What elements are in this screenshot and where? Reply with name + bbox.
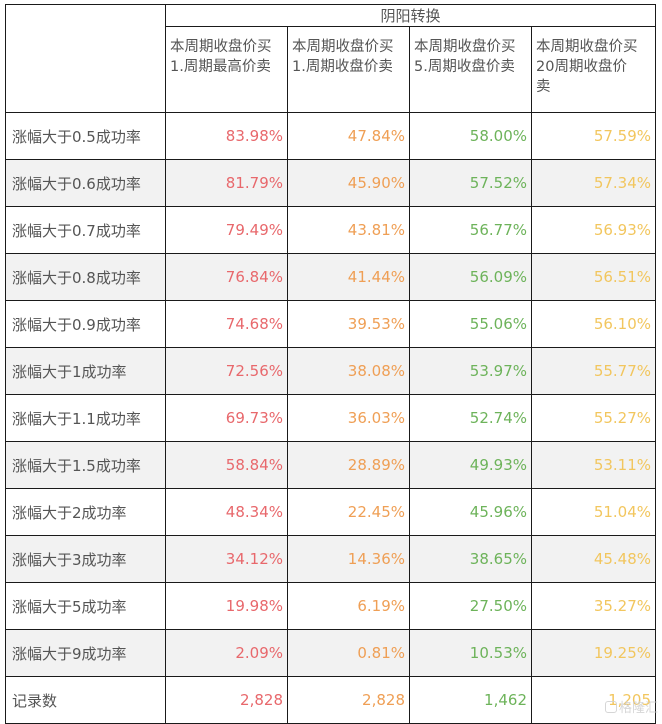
row-label: 涨幅大于3成功率 [5,535,166,583]
column-header: 本周期收盘价买 1.周期最高价卖 [165,26,288,113]
table-cell: 57.52% [409,159,532,207]
table-cell: 22.45% [287,488,410,536]
watermark: 格隆汇 [604,697,658,716]
table-cell: 2,828 [287,676,410,724]
table-cell: 35.27% [530,582,657,630]
table-cell: 76.84% [165,253,288,301]
logo-icon [604,700,617,713]
column-header: 本周期收盘价买 1.周期收盘价卖 [287,26,410,113]
table-cell: 81.79% [165,159,288,207]
row-label: 涨幅大于9成功率 [5,629,166,677]
table-cell: 19.98% [165,582,288,630]
column-header-line: 5.周期收盘价卖 [414,59,515,75]
table-row: 涨幅大于0.7成功率 79.49% 43.81% 56.77% 56.93% [5,206,657,254]
table-cell: 74.68% [165,300,288,348]
watermark-text: 格隆汇 [618,701,658,716]
row-label: 涨幅大于0.7成功率 [5,206,166,254]
table-cell: 58.00% [409,112,532,160]
table-cell: 45.96% [409,488,532,536]
table-cell: 45.48% [530,535,657,583]
table-cell: 43.81% [287,206,410,254]
table-cell: 79.49% [165,206,288,254]
column-header: 本周期收盘价买 20周期收盘价 卖 [530,26,657,113]
table-cell: 1,462 [409,676,532,724]
table-cell: 28.89% [287,441,410,489]
table-cell: 38.08% [287,347,410,395]
table-row: 涨幅大于0.6成功率 81.79% 45.90% 57.52% 57.34% [5,159,657,207]
table-cell: 36.03% [287,394,410,442]
table-cell: 1,205 [530,676,657,724]
table-cell: 53.11% [530,441,657,489]
table-cell: 52.74% [409,394,532,442]
table-row: 涨幅大于1.1成功率 69.73% 36.03% 52.74% 55.27% [5,394,657,442]
table-cell: 41.44% [287,253,410,301]
row-label: 涨幅大于2成功率 [5,488,166,536]
column-header-line: 卖 [536,79,551,95]
table-row: 涨幅大于2成功率 48.34% 22.45% 45.96% 51.04% [5,488,657,536]
table-row: 涨幅大于3成功率 34.12% 14.36% 38.65% 45.48% [5,535,657,583]
table-cell: 47.84% [287,112,410,160]
table-row: 涨幅大于0.8成功率 76.84% 41.44% 56.09% 56.51% [5,253,657,301]
table-cell: 55.77% [530,347,657,395]
column-header-line: 本周期收盘价买 [292,39,394,55]
table-cell: 14.36% [287,535,410,583]
group-title: 阴阳转换 [164,4,657,27]
table-row: 涨幅大于0.5成功率 83.98% 47.84% 58.00% 57.59% [5,112,657,160]
table-row: 涨幅大于0.9成功率 74.68% 39.53% 55.06% 56.10% [5,300,657,348]
table-cell: 19.25% [530,629,657,677]
table-cell: 56.09% [409,253,532,301]
table-row: 记录数 2,828 2,828 1,462 1,205 [5,676,657,724]
table-cell: 58.84% [165,441,288,489]
table-cell: 49.93% [409,441,532,489]
table-cell: 38.65% [409,535,532,583]
row-label: 涨幅大于0.8成功率 [5,253,166,301]
table-cell: 57.34% [530,159,657,207]
table-cell: 53.97% [409,347,532,395]
column-header-line: 本周期收盘价买 [536,39,638,55]
table-row: 涨幅大于5成功率 19.98% 6.19% 27.50% 35.27% [5,582,657,630]
column-header-line: 本周期收盘价买 [414,39,516,55]
table-cell: 56.77% [409,206,532,254]
row-label: 涨幅大于0.6成功率 [5,159,166,207]
table-cell: 0.81% [287,629,410,677]
table-cell: 45.90% [287,159,410,207]
table-cell: 83.98% [165,112,288,160]
table-cell: 56.93% [530,206,657,254]
success-rate-table: 阴阳转换 本周期收盘价买 1.周期最高价卖 本周期收盘价买 1.周期收盘价卖 本… [5,4,657,724]
table-cell: 34.12% [165,535,288,583]
corner-cell [5,4,166,113]
row-label: 涨幅大于1.1成功率 [5,394,166,442]
table-cell: 2.09% [165,629,288,677]
row-label: 涨幅大于1.5成功率 [5,441,166,489]
row-label: 涨幅大于0.5成功率 [5,112,166,160]
table-cell: 56.10% [530,300,657,348]
table-cell: 27.50% [409,582,532,630]
column-header-line: 1.周期最高价卖 [170,59,271,75]
table-cell: 6.19% [287,582,410,630]
table-row: 涨幅大于1成功率 72.56% 38.08% 53.97% 55.77% [5,347,657,395]
table-cell: 39.53% [287,300,410,348]
column-header-line: 本周期收盘价买 [170,39,272,55]
row-label: 涨幅大于0.9成功率 [5,300,166,348]
column-header: 本周期收盘价买 5.周期收盘价卖 [409,26,532,113]
table-cell: 55.06% [409,300,532,348]
table-cell: 55.27% [530,394,657,442]
row-label: 记录数 [5,676,166,724]
table-row: 涨幅大于1.5成功率 58.84% 28.89% 49.93% 53.11% [5,441,657,489]
table-cell: 51.04% [530,488,657,536]
row-label: 涨幅大于1成功率 [5,347,166,395]
table-row: 涨幅大于9成功率 2.09% 0.81% 10.53% 19.25% [5,629,657,677]
table-cell: 72.56% [165,347,288,395]
group-header-row: 阴阳转换 [5,4,657,113]
table-cell: 2,828 [165,676,288,724]
column-header-row: 本周期收盘价买 1.周期最高价卖 本周期收盘价买 1.周期收盘价卖 本周期收盘价… [6,26,657,113]
table-cell: 69.73% [165,394,288,442]
table-cell: 57.59% [530,112,657,160]
table-cell: 10.53% [409,629,532,677]
row-label: 涨幅大于5成功率 [5,582,166,630]
column-header-line: 1.周期收盘价卖 [292,59,393,75]
table-cell: 48.34% [165,488,288,536]
table-cell: 56.51% [530,253,657,301]
column-header-line: 20周期收盘价 [536,59,627,75]
